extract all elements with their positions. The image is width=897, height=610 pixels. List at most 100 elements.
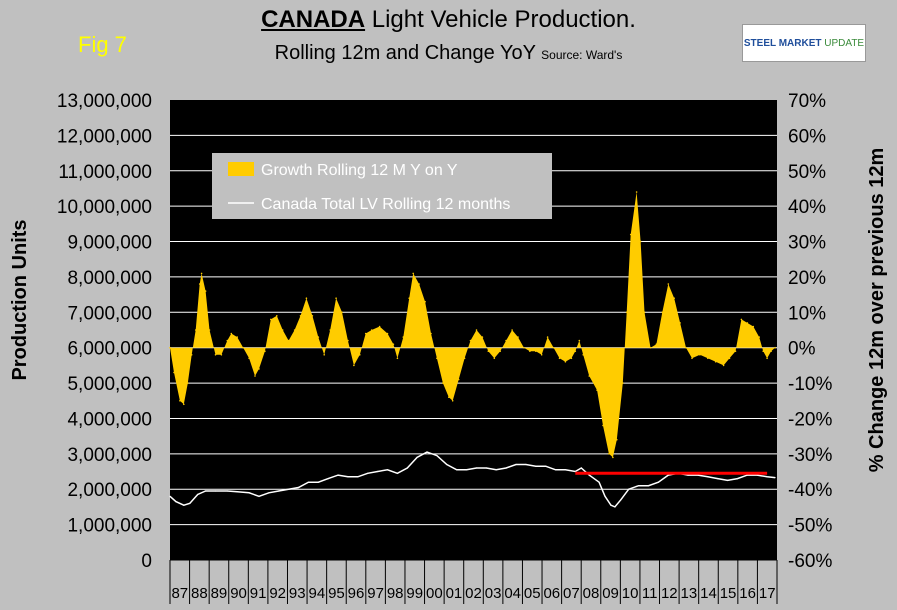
x-tick-label: 98	[387, 585, 404, 602]
total-point	[175, 501, 177, 503]
y-axis-label: Production Units	[9, 219, 31, 380]
growth-point	[187, 382, 189, 384]
growth-point	[317, 336, 320, 338]
growth-point	[558, 357, 561, 360]
y-tick-label: 0	[141, 551, 152, 572]
growth-point	[661, 311, 664, 314]
x-tick-label: 87	[171, 585, 188, 602]
growth-point	[635, 191, 638, 193]
growth-point	[311, 315, 314, 317]
growth-point	[418, 283, 420, 285]
x-tick-label: 96	[348, 585, 365, 602]
total-point	[236, 491, 238, 493]
growth-point	[481, 336, 484, 338]
x-tick-label: 08	[583, 585, 600, 602]
total-point	[377, 470, 379, 473]
growth-point	[714, 361, 717, 363]
y2-tick-label: 50%	[788, 162, 826, 183]
x-tick-label: 03	[485, 585, 502, 602]
growth-point	[248, 357, 250, 360]
total-point	[475, 467, 478, 469]
total-point	[214, 490, 217, 492]
growth-point	[752, 325, 755, 328]
x-tick-label: 88	[191, 585, 208, 602]
growth-point	[430, 332, 432, 335]
total-point	[620, 499, 622, 501]
growth-point	[220, 354, 223, 356]
legend-swatch-growth	[228, 162, 254, 176]
growth-point	[673, 297, 675, 300]
growth-point	[546, 336, 549, 338]
growth-point	[685, 346, 687, 349]
growth-point	[564, 361, 567, 363]
growth-point	[179, 400, 181, 402]
growth-point	[293, 329, 296, 331]
growth-point	[511, 329, 513, 331]
total-point	[226, 490, 228, 492]
y2-tick-label: -20%	[788, 409, 832, 430]
growth-point	[386, 332, 389, 335]
x-tick-label: 07	[563, 585, 580, 602]
growth-point	[281, 329, 284, 331]
growth-point	[412, 272, 415, 275]
total-point	[610, 504, 612, 506]
x-tick-label: 12	[661, 585, 678, 602]
x-tick-label: 04	[504, 585, 521, 602]
figure-label: Fig 7	[78, 32, 127, 57]
growth-point	[408, 297, 411, 300]
x-axis-ticks: 87 88 89 90 91 92 93 94 95 96 97 98 99 00 01 02 03 04 05 06…	[169, 559, 778, 604]
growth-point	[335, 297, 337, 300]
total-point	[766, 476, 768, 478]
total-point	[347, 476, 349, 478]
growth-point	[529, 350, 531, 353]
total-point	[717, 478, 719, 480]
growth-point	[758, 336, 760, 338]
growth-point	[766, 357, 768, 360]
growth-point	[574, 350, 577, 353]
growth-point	[359, 354, 361, 356]
y2-tick-label: -10%	[788, 374, 832, 395]
growth-point	[552, 346, 555, 349]
total-point	[495, 469, 497, 471]
growth-point	[442, 382, 444, 384]
growth-point	[774, 346, 776, 349]
growth-series	[169, 191, 776, 459]
total-point	[436, 455, 438, 457]
growth-point	[582, 354, 584, 356]
growth-point	[505, 339, 507, 342]
growth-point	[236, 336, 238, 338]
y2-tick-label: 60%	[788, 126, 826, 147]
y2-tick-label: 30%	[788, 233, 826, 254]
total-point	[535, 465, 537, 467]
y2-tick-label: 10%	[788, 303, 826, 324]
growth-point	[475, 329, 478, 331]
x-tick-label: 17	[759, 585, 776, 602]
total-point	[248, 492, 250, 494]
growth-point	[392, 343, 395, 346]
total-point	[416, 456, 418, 458]
growth-point	[469, 339, 472, 342]
total-point	[189, 502, 191, 504]
x-tick-label: 09	[602, 585, 619, 602]
x-tick-label: 06	[543, 585, 560, 602]
total-point	[386, 469, 389, 471]
growth-point	[463, 357, 466, 360]
growth-point	[329, 329, 332, 331]
growth-point	[588, 375, 590, 377]
total-point	[278, 490, 280, 492]
legend-label-growth: Growth Rolling 12 M Y on Y	[261, 162, 458, 179]
total-point	[268, 492, 270, 494]
total-point	[169, 495, 171, 497]
x-tick-label: 90	[230, 585, 247, 602]
title-rest: Light Vehicle Production.	[365, 6, 636, 33]
total-point	[288, 488, 290, 490]
growth-point	[625, 311, 628, 314]
total-point	[337, 474, 339, 476]
growth-point	[655, 343, 658, 346]
y2-tick-label: -50%	[788, 516, 832, 537]
growth-point	[214, 354, 217, 356]
y2-axis-label: % Change 12m over previous 12m	[866, 148, 888, 473]
growth-point	[299, 315, 302, 317]
y-tick-label: 1,000,000	[67, 516, 152, 537]
growth-point	[596, 389, 598, 392]
